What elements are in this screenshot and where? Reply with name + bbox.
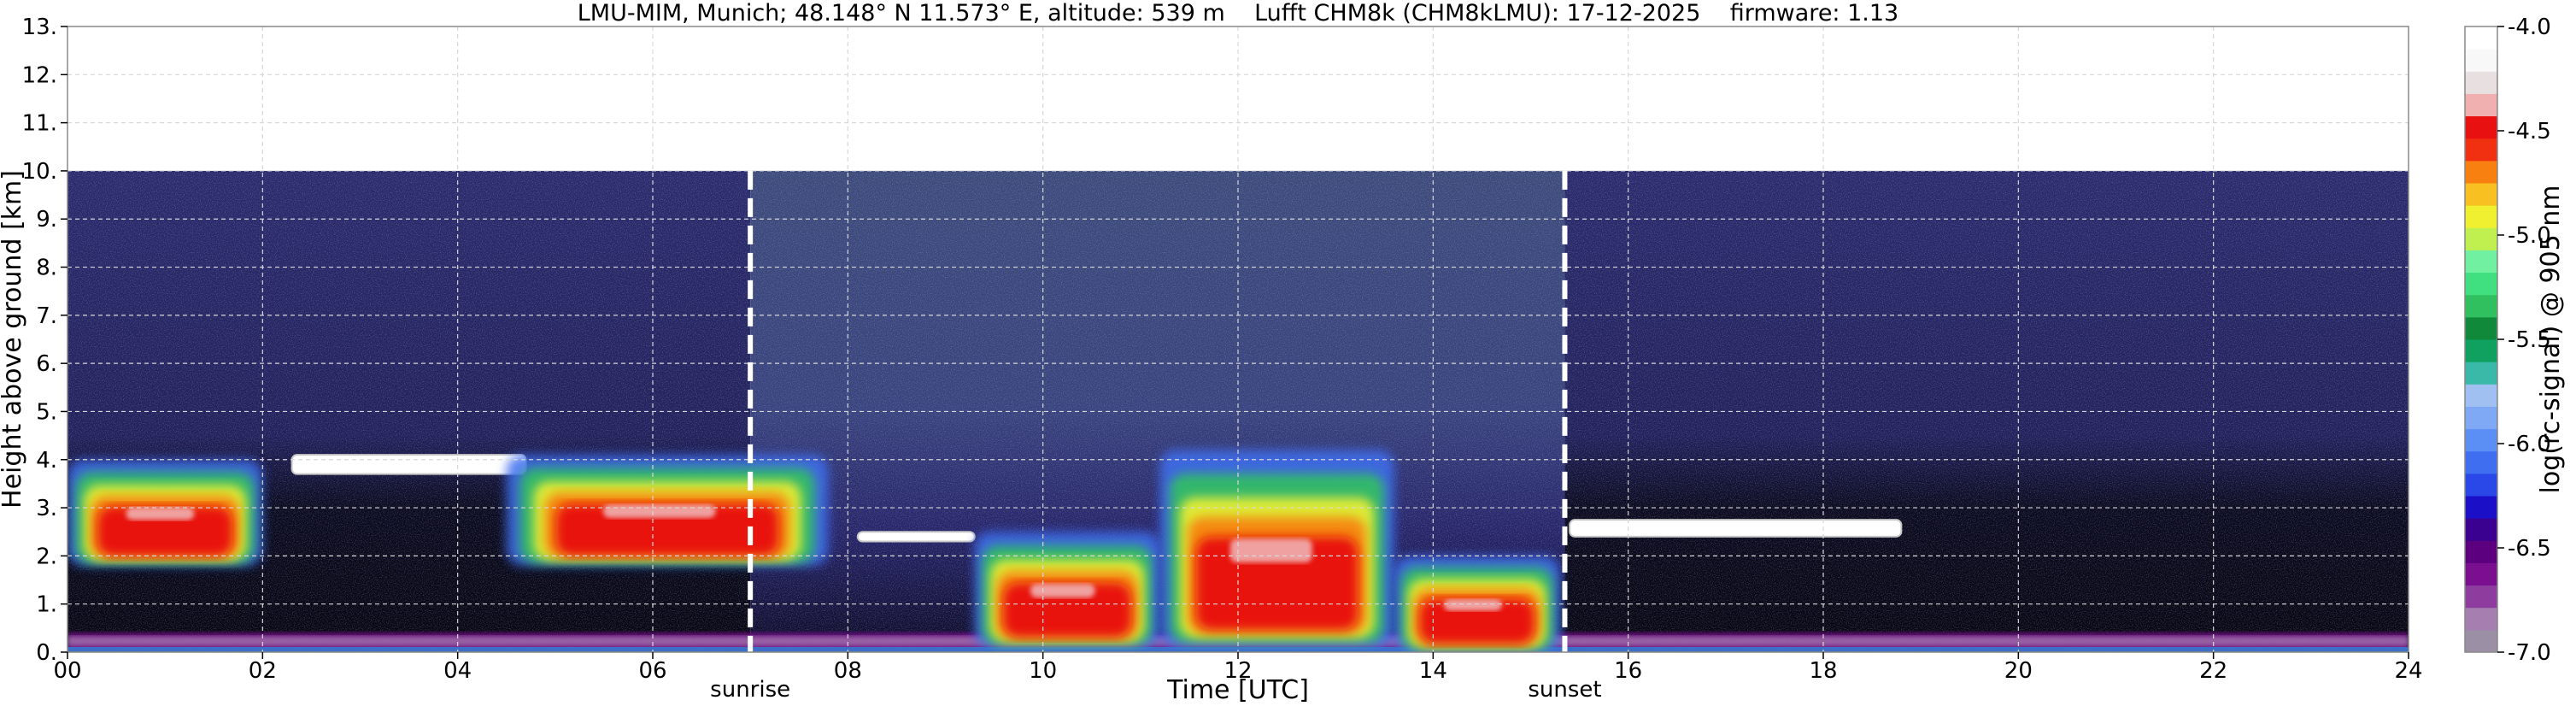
colorbar-segment <box>2465 26 2497 50</box>
colorbar-segment <box>2465 205 2497 228</box>
layer-band <box>290 454 527 475</box>
colorbar-segment <box>2465 160 2497 184</box>
layer-band <box>1030 584 1095 598</box>
colorbar-tick-label: -4.5 <box>2508 119 2551 144</box>
colorbar-segment <box>2465 562 2497 586</box>
colorbar-segment <box>2465 629 2497 653</box>
colorbar-segment <box>2465 250 2497 274</box>
colorbar-segment <box>2465 540 2497 563</box>
layer-cloud <box>856 531 976 543</box>
y-tick-label: 10. <box>22 159 57 185</box>
colorbar-segment <box>2465 450 2497 474</box>
colorbar-segment <box>2465 71 2497 94</box>
colorbar-segment <box>2465 384 2497 407</box>
colorbar-segment <box>2465 406 2497 430</box>
colorbar-segment <box>2465 585 2497 609</box>
colorbar-tick-label: -6.0 <box>2508 432 2551 457</box>
y-tick-label: 0. <box>36 640 57 666</box>
colorbar-segment <box>2465 607 2497 631</box>
layer-band <box>856 531 976 543</box>
colorbar-segment <box>2465 227 2497 250</box>
x-tick-label: 00 <box>53 658 81 684</box>
layer-band <box>1443 599 1502 611</box>
y-tick-label: 9. <box>36 207 57 232</box>
layer-band <box>1229 538 1312 563</box>
layer-cloud <box>1394 556 1560 652</box>
colorbar-segment <box>2465 518 2497 541</box>
x-tick-label: 24 <box>2394 658 2422 684</box>
event-label-sunrise: sunrise <box>710 677 790 703</box>
layer-band <box>126 507 195 521</box>
colorbar-segment <box>2465 428 2497 452</box>
x-tick-label: 12 <box>1223 658 1252 684</box>
x-tick-label: 20 <box>2004 658 2033 684</box>
y-tick-label: 1. <box>36 592 57 618</box>
colorbar-title: log(rc-signal) @ 905 nm <box>2536 185 2566 494</box>
x-axis: 00 02 04 06 08 10 12 14 16 18 20 22 24 <box>53 652 2423 684</box>
colorbar-segment <box>2465 316 2497 340</box>
colorbar-tick-label: -7.0 <box>2508 640 2551 666</box>
x-axis-title: Time [UTC] <box>1166 675 1309 705</box>
layer-elevated-layer <box>506 455 829 566</box>
x-tick-label: 22 <box>2199 658 2227 684</box>
y-axis-title: Height above ground [km] <box>0 170 27 509</box>
y-tick-label: 7. <box>36 303 57 329</box>
x-tick-label: 14 <box>1419 658 1447 684</box>
colorbar-segment <box>2465 272 2497 296</box>
colorbar-segment <box>2465 93 2497 117</box>
grid <box>67 26 2409 652</box>
layer-band <box>602 504 716 518</box>
layer-cloud <box>1569 519 1903 538</box>
x-tick-label: 18 <box>1809 658 1837 684</box>
layer-residual-layer <box>67 459 263 566</box>
colorbar-tick-label: -5.5 <box>2508 327 2551 353</box>
y-tick-label: 5. <box>36 399 57 425</box>
y-tick-label: 2. <box>36 544 57 569</box>
x-tick-label: 16 <box>1614 658 1642 684</box>
y-tick-label: 12. <box>22 62 57 88</box>
colorbar-tick-label: -6.5 <box>2508 536 2551 562</box>
sun-events: sunrise sunset <box>710 170 1602 703</box>
y-axis: 0. 1. 2. 3. 4. 5. 6. 7. 8. 9. 10. 11. 12. 13. <box>22 15 67 666</box>
layer-cloud-system <box>1159 450 1394 648</box>
y-tick-label: 3. <box>36 496 57 521</box>
event-label-sunset: sunset <box>1528 677 1601 703</box>
colorbar-segment <box>2465 362 2497 385</box>
y-tick-label: 4. <box>36 448 57 474</box>
layer-low-cloud-with-precipitation <box>974 532 1160 648</box>
colorbar-segment <box>2465 339 2497 362</box>
chart-title: LMU-MIM, Munich; 48.148° N 11.573° E, al… <box>578 0 1898 26</box>
colorbar-segment <box>2465 183 2497 206</box>
colorbar-segment <box>2465 138 2497 162</box>
colorbar: -7.0 -6.5 -6.0 -5.5 -5.0 -4.5 -4.0 <box>2464 15 2551 666</box>
y-tick-label: 6. <box>36 351 57 377</box>
x-tick-label: 08 <box>834 658 862 684</box>
layer-band <box>1569 519 1903 538</box>
colorbar-segment <box>2465 294 2497 318</box>
y-tick-label: 13. <box>22 15 57 40</box>
colorbar-segment <box>2465 49 2497 72</box>
y-tick-label: 11. <box>22 111 57 137</box>
colorbar-tick-label: -4.0 <box>2508 15 2551 40</box>
x-tick-label: 06 <box>638 658 666 684</box>
layer-cloud <box>290 454 527 475</box>
x-tick-label: 10 <box>1029 658 1057 684</box>
colorbar-segment <box>2465 115 2497 139</box>
x-tick-label: 02 <box>249 658 277 684</box>
y-tick-label: 8. <box>36 256 57 281</box>
colorbar-segment <box>2465 496 2497 519</box>
colorbar-segment <box>2465 473 2497 497</box>
x-tick-label: 04 <box>443 658 472 684</box>
colorbar-tick-label: -5.0 <box>2508 223 2551 249</box>
